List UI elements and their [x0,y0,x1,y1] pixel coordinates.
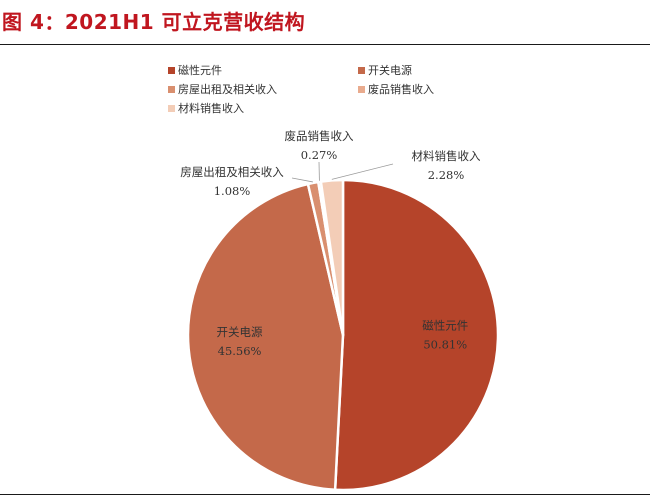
legend-swatch [358,86,365,93]
legend-label: 开关电源 [368,63,412,77]
pie-slice [319,178,345,337]
pie-slice [333,178,500,492]
legend-swatch [168,86,175,93]
slice-value-label: 1.08% [214,184,251,198]
bottom-rule [0,494,650,495]
legend-swatch [358,67,365,74]
slice-label: 材料销售收入 [412,149,481,163]
slice-label: 开关电源 [217,325,263,339]
slice-label: 磁性元件 [422,319,468,333]
legend-label: 材料销售收入 [178,101,244,115]
legend-swatch [168,67,175,74]
slice-value-label: 0.27% [301,148,338,162]
slice-label: 房屋出租及相关收入 [180,165,284,179]
legend-label: 磁性元件 [178,63,222,77]
pie-slice [186,182,345,492]
slice-value-label: 45.56% [218,344,262,358]
slice-label: 废品销售收入 [285,129,354,143]
leader-line [331,163,394,180]
top-rule [0,44,650,45]
slice-value-label: 2.28% [428,168,465,182]
figure-title: 图 4：2021H1 可立克营收结构 [2,10,306,34]
slice-labels: 磁性元件 50.81% 开关电源 45.56% 房屋出租及相关收入 1.08% 废品销售收入… [180,129,481,358]
pie-slices [186,178,500,492]
leader-line [291,177,313,183]
slice-value-label: 50.81% [423,338,467,352]
legend-swatch [168,105,175,112]
legend-label: 废品销售收入 [368,82,434,96]
legend-label: 房屋出租及相关收入 [178,82,277,96]
